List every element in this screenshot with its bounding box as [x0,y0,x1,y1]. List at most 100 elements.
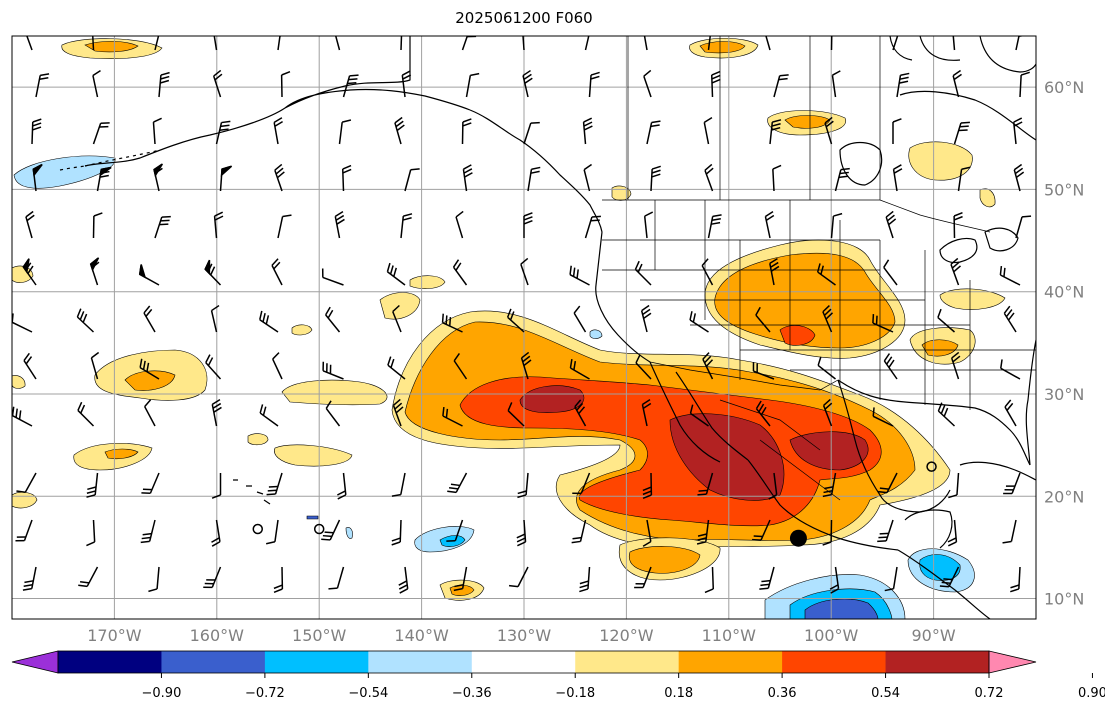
warm-us-red [779,325,816,346]
wind-barb [392,398,404,427]
cool-small-2 [345,527,353,539]
wind-barb [334,211,345,239]
wind-barb [92,36,95,51]
colorbar-tick-label: −0.90 [142,686,182,701]
warm-plume-darkred-2 [669,413,785,501]
wind-barb [571,519,587,544]
wind-barb [937,308,955,333]
wind-barb [325,400,341,427]
wind-barb [710,70,721,98]
wind-barb [641,398,652,427]
wind-barb [273,117,283,145]
us-east-coast [1025,339,1036,466]
colorbar-segment [885,651,990,673]
warm-small-4 [12,375,26,389]
map-frame [11,35,1037,620]
wind-barb [646,120,661,145]
wind-barb [937,402,956,427]
mexico-state-borders [719,399,841,501]
wind-barb [392,304,402,333]
arctic-islands [889,36,1036,73]
yucatan [904,509,953,549]
wind-barb [265,519,279,545]
wind-barb [892,118,902,144]
alaska-coast [84,36,471,167]
mexico-pacific-coast [747,459,899,551]
wind-barb [341,164,352,192]
wind-barb [453,352,468,380]
wind-barb [211,399,222,427]
wind-barb [704,566,715,594]
wind-barb [1010,566,1021,593]
wind-barb [321,268,344,286]
colorbar-segment [264,651,369,673]
wind-barb [752,362,775,380]
wind-barb [461,118,472,145]
cool-small-3 [306,515,319,520]
colorbar-segment [471,651,576,673]
gulf-coast [837,379,1031,513]
colorbar-segment [161,651,266,673]
wind-barb [86,519,96,547]
latitude-tick-label: 30°N [1044,385,1084,404]
border-layer [602,36,1036,501]
wind-barb [572,472,591,495]
wind-barb [398,566,409,594]
warm-small-1 [247,433,269,446]
wind-barb [154,36,160,51]
wind-barb [569,265,590,286]
graticule [12,36,1036,619]
wind-barb [22,566,37,591]
wind-barb [32,163,43,192]
wind-barb [1004,399,1017,427]
coastline-layer [59,36,1036,619]
wind-barb [877,472,898,494]
wind-barb [271,258,283,286]
wind-barb [77,401,95,427]
colorbar-segment [368,651,473,673]
wind-barb [759,566,775,590]
wind-barb [1015,36,1026,51]
wind-barb [772,164,782,192]
wind-barb [892,164,903,192]
wind-barb [634,566,652,589]
warm-pac-5 [379,292,421,320]
wind-barb [342,74,359,98]
wind-barb [822,519,833,546]
wind-barb [78,566,99,588]
filled-dot-marker [789,529,807,547]
hudson-bay [839,90,1036,186]
wind-barb [642,519,652,547]
wind-barb [400,213,413,239]
longitude-tick-label: 170°W [87,626,142,645]
wind-barb [213,36,218,51]
colorbar-extend-max [988,650,1037,674]
latitude-labels: 60°N 50°N 40°N 30°N 20°N 10°N [1044,78,1084,608]
wind-barb [401,70,412,98]
wind-barb [277,214,292,239]
wind-barb [89,257,100,286]
wind-barb [212,69,223,98]
wind-barb [259,310,279,333]
colorbar-tick-label: 0.18 [664,686,693,701]
canada-us-border [602,36,991,233]
wind-barb [999,265,1021,286]
wind-barb [952,69,962,98]
wind-barb [92,69,101,98]
wind-barb [86,472,99,498]
wind-barb [274,163,285,192]
wind-barb [462,164,473,192]
wind-barb [752,519,771,541]
colorbar-segment [782,651,887,673]
wind-barb [884,566,898,592]
wind-barb [210,304,220,333]
cool-small-1 [589,329,603,339]
wind-barb [1002,519,1017,544]
wind-barb [16,472,37,493]
map-area [12,36,1036,619]
wind-barb [950,351,961,380]
wind-barb [154,215,171,239]
wind-barb [1019,71,1030,98]
wind-barb [158,71,170,98]
wind-barb [522,36,525,51]
